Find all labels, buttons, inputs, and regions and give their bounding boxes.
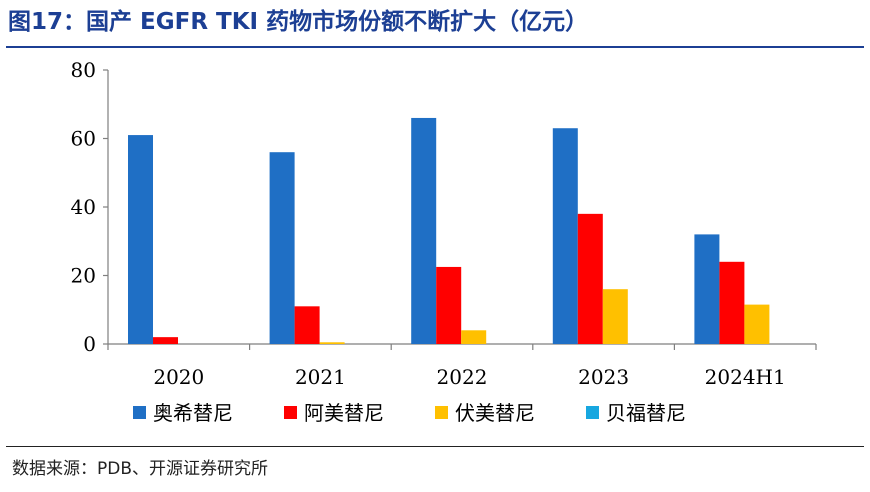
legend-label: 伏美替尼 [455, 401, 535, 425]
bar [411, 117, 437, 344]
title-rule [6, 46, 864, 48]
x-axis: 2020 2021 2022 2023 2024H1 [107, 343, 817, 389]
bar [294, 306, 320, 344]
legend-label: 奥希替尼 [153, 401, 233, 425]
y-tick-label: 40 [71, 195, 96, 219]
legend-label: 阿美替尼 [304, 401, 384, 425]
y-tick-label: 60 [71, 127, 96, 151]
source-note: 数据来源：PDB、开源证券研究所 [12, 459, 269, 479]
y-tick-label: 80 [71, 58, 96, 82]
bar [128, 135, 153, 344]
source-rule [6, 446, 864, 447]
bar [602, 289, 628, 344]
legend-swatch [586, 406, 599, 419]
bar [461, 330, 487, 344]
x-tick-label: 2022 [437, 365, 488, 389]
legend-swatch [133, 406, 146, 419]
bar [744, 304, 770, 344]
bar [269, 152, 295, 344]
bar [552, 128, 578, 344]
legend-swatch [435, 406, 448, 419]
legend: 奥希替尼 阿美替尼 伏美替尼 贝福替尼 [133, 401, 686, 425]
figure-title: 图17：国产 EGFR TKI 药物市场份额不断扩大（亿元） [8, 9, 589, 35]
bar [577, 213, 603, 344]
bar-chart: 0 20 40 60 80 2020 2021 2022 2023 2024H1 奥希替尼 阿美替… [71, 58, 817, 425]
x-tick-label: 2020 [153, 365, 204, 389]
x-tick-label: 2023 [578, 365, 629, 389]
bars [128, 117, 770, 344]
bar [153, 337, 178, 344]
legend-swatch [284, 406, 297, 419]
y-axis: 0 20 40 60 80 [71, 58, 109, 356]
bar [694, 234, 720, 344]
x-tick-label: 2024H1 [705, 365, 786, 389]
x-tick-label: 2021 [295, 365, 346, 389]
bar [319, 342, 345, 344]
bar [719, 261, 745, 344]
legend-label: 贝福替尼 [606, 401, 686, 425]
y-tick-label: 0 [83, 332, 96, 356]
y-tick-label: 20 [71, 264, 96, 288]
bar [436, 266, 462, 344]
